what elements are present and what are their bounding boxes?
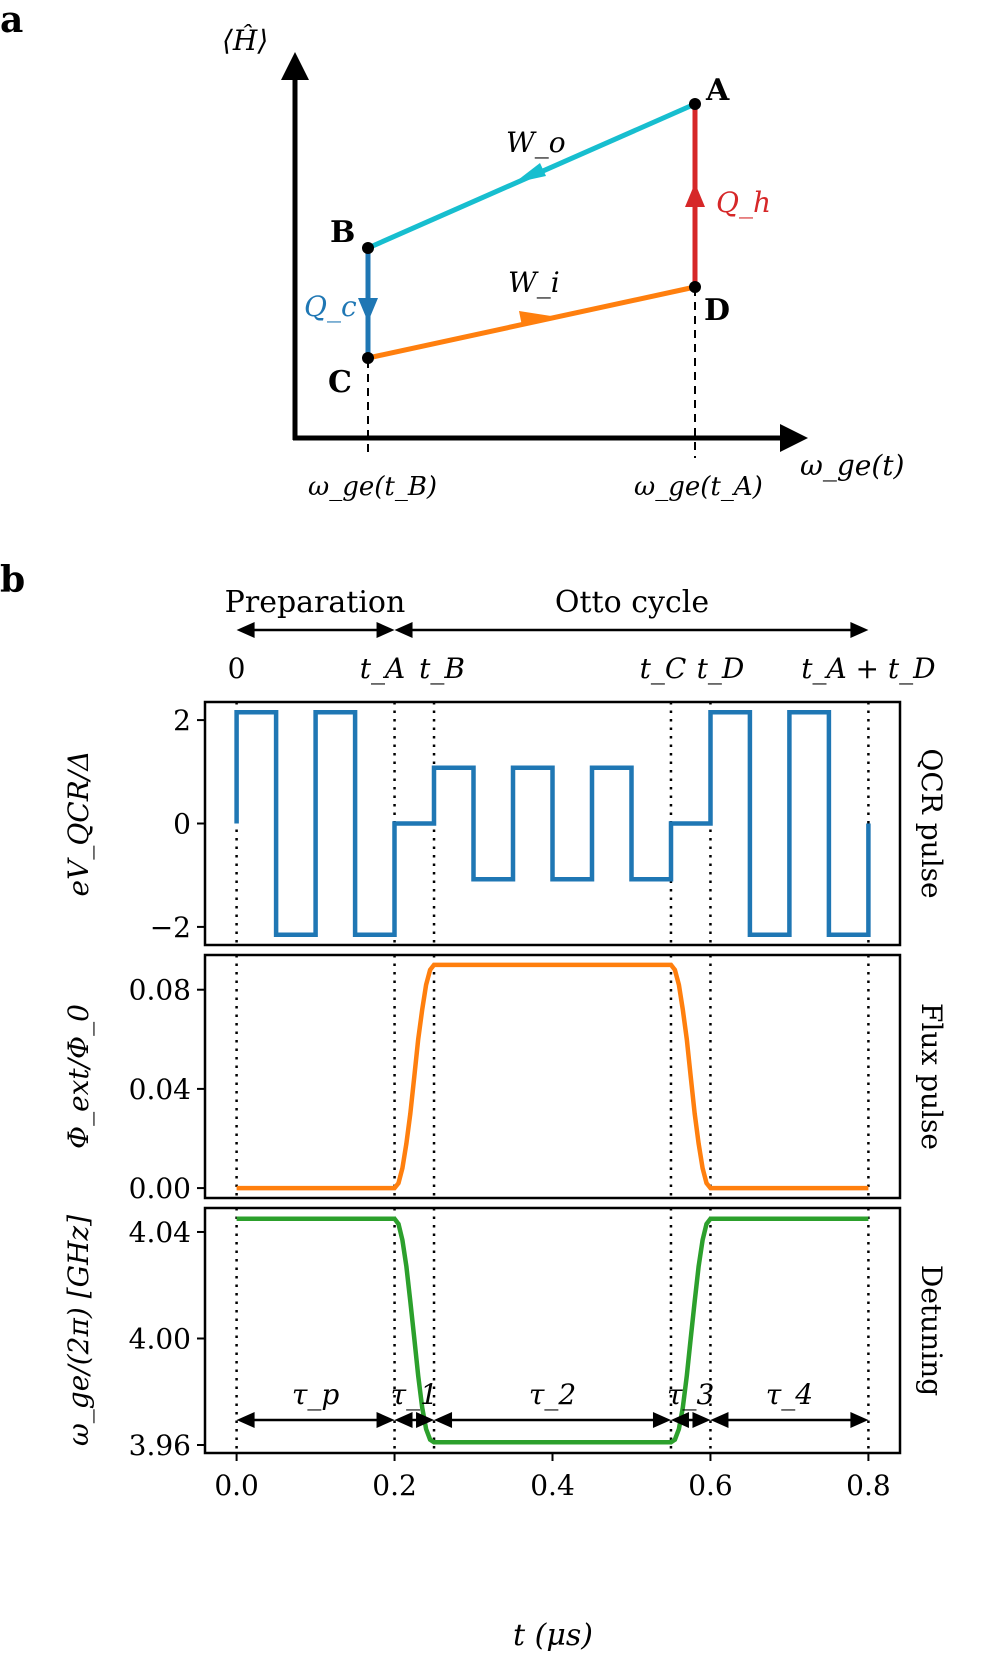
panel-a-tick-tA: ω_ge(t_A) — [634, 472, 763, 502]
detuning-plot: 4.04 4.00 3.96 ω_ge/(2π) [GHz] Detuning 0.0 0.… — [62, 1206, 948, 1502]
y-tick-label: 0.04 — [129, 1073, 191, 1106]
plot-frame — [203, 953, 902, 1200]
phase-arrows — [236, 622, 869, 638]
tau-arrow-head-right — [850, 1412, 869, 1428]
time-marker-label: 0 — [228, 652, 246, 685]
label-Qh: Q_h — [716, 186, 771, 219]
tau-label: τ_1 — [391, 1378, 438, 1411]
y-axis-label: Φ_ext/Φ_0 — [62, 1004, 95, 1149]
panel-a: a ⟨Ĥ⟩ ω_ge(t) ω_ge(t_B) ω_ge(t_A) A B C … — [0, 0, 904, 502]
cold-heat-arrow — [358, 298, 378, 322]
tau-arrows: τ_p τ_1 τ_2 τ_3 τ_4 — [236, 1378, 869, 1428]
hot-heat-arrow — [685, 183, 705, 207]
tau-arrow-head-right — [652, 1412, 671, 1428]
side-label: Flux pulse — [915, 1003, 948, 1150]
y-tick-label: 3.96 — [129, 1429, 191, 1462]
series-line — [234, 710, 871, 937]
x-tick-label: 0.6 — [688, 1469, 733, 1502]
tau-arrow-head-right — [692, 1412, 711, 1428]
y-tick-label: −2 — [150, 911, 191, 944]
inner-work-arrow — [519, 311, 551, 326]
point-D-marker — [689, 281, 701, 293]
x-axis-label: t (μs) — [513, 1618, 593, 1653]
point-C-marker — [362, 352, 374, 364]
tau-label: τ_2 — [529, 1378, 576, 1411]
point-C-label: C — [328, 365, 352, 400]
otto-cycle-arrow-head-right — [850, 622, 869, 638]
time-marker-label: t_D — [697, 652, 745, 685]
x-tick-label: 0.8 — [846, 1469, 891, 1502]
time-markers: 0 t_A t_B t_C t_D t_A + t_D — [228, 652, 936, 685]
time-marker-label: t_C — [640, 652, 687, 685]
point-D-label: D — [704, 293, 730, 328]
point-B-marker — [362, 242, 374, 254]
outer-work-arrow — [514, 163, 546, 183]
side-label: Detuning — [915, 1265, 948, 1396]
preparation-arrow-head-left — [236, 622, 255, 638]
y-axis-label: eV_QCR/Δ — [62, 751, 95, 897]
tau-arrow-head-left — [236, 1412, 255, 1428]
time-marker-label: t_A + t_D — [801, 652, 935, 685]
panel-b-label: b — [0, 559, 25, 601]
panel-a-x-axis-label: ω_ge(t) — [800, 449, 904, 482]
otto-cycle-label: Otto cycle — [555, 585, 709, 620]
flux-pulse-plot: 0.08 0.04 0.00 Φ_ext/Φ_0 Flux pulse — [62, 953, 948, 1205]
tau-arrow-head-left — [710, 1412, 729, 1428]
tau-label: τ_4 — [766, 1378, 813, 1411]
tau-label: τ_3 — [667, 1378, 714, 1411]
label-Wo: W_o — [506, 126, 566, 159]
y-tick-label: 0.08 — [129, 974, 191, 1007]
x-tick-label: 0.2 — [372, 1469, 417, 1502]
y-tick-label: 0.00 — [129, 1172, 191, 1205]
panel-a-x-axis-arrowhead — [780, 424, 808, 452]
tau-arrow-head-left — [434, 1412, 453, 1428]
qcr-pulse-plot: 2 0 −2 eV_QCR/Δ QCR pulse — [62, 700, 948, 947]
side-label: QCR pulse — [915, 748, 948, 898]
preparation-arrow-head-right — [376, 622, 395, 638]
tau-arrow-head-left — [670, 1412, 689, 1428]
time-marker-label: t_B — [419, 652, 465, 685]
y-axis-label: ω_ge/(2π) [GHz] — [62, 1215, 95, 1446]
panel-b: b Preparation Otto cycle 0 t_A t_B t_C t_D t_… — [0, 559, 948, 1653]
panel-a-y-axis-arrowhead — [281, 52, 309, 80]
panel-a-tick-tB: ω_ge(t_B) — [308, 472, 437, 502]
point-A-marker — [689, 98, 701, 110]
y-tick-label: 2 — [173, 704, 191, 737]
x-tick-label: 0.0 — [214, 1469, 259, 1502]
label-Qc: Q_c — [304, 290, 357, 323]
plot-frame — [203, 1206, 902, 1455]
point-A-label: A — [705, 73, 730, 108]
y-tick-label: 0 — [173, 808, 191, 841]
tau-arrow-head-left — [394, 1412, 413, 1428]
otto-cycle-arrow-head-left — [394, 622, 413, 638]
tau-arrow-head-right — [416, 1412, 435, 1428]
label-Wi: W_i — [508, 266, 560, 299]
y-tick-label: 4.04 — [129, 1216, 191, 1249]
panel-a-y-axis-label: ⟨Ĥ⟩ — [222, 24, 268, 57]
series-line — [236, 1216, 869, 1445]
x-tick-label: 0.4 — [530, 1469, 575, 1502]
y-tick-label: 4.00 — [129, 1322, 191, 1355]
preparation-label: Preparation — [225, 585, 406, 620]
time-marker-label: t_A — [360, 652, 405, 685]
tau-arrow-head-right — [376, 1412, 395, 1428]
series-line — [236, 962, 869, 1191]
panel-a-label: a — [0, 0, 23, 41]
tau-label: τ_p — [292, 1378, 339, 1411]
point-B-label: B — [330, 215, 355, 250]
